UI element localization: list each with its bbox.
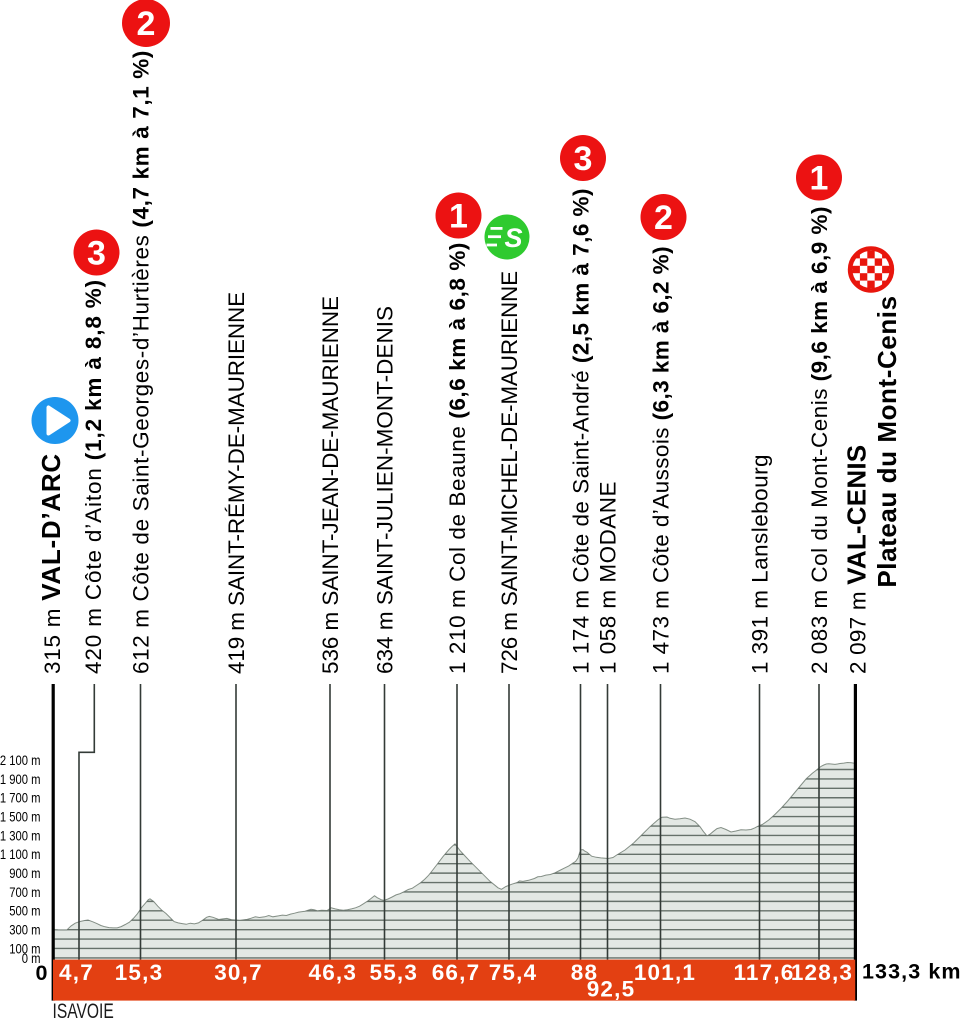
svg-text:2 083 m Col du Mont-Cenis (9,6: 2 083 m Col du Mont-Cenis (9,6 km à 6,9 …	[807, 206, 832, 674]
svg-text:133,3 km: 133,3 km	[862, 960, 960, 984]
svg-text:500 m: 500 m	[9, 904, 40, 919]
svg-text:46,3: 46,3	[309, 960, 358, 985]
svg-text:1 100 m: 1 100 m	[0, 847, 41, 862]
svg-text:2 100 m: 2 100 m	[0, 753, 41, 768]
svg-text:4,7: 4,7	[59, 960, 94, 985]
svg-text:315 m VAL-D’ARC: 315 m VAL-D’ARC	[36, 453, 66, 674]
svg-text:300 m: 300 m	[9, 923, 40, 938]
svg-text:2 097 m VAL-CENIS: 2 097 m VAL-CENIS	[842, 445, 872, 674]
svg-text:S: S	[504, 223, 522, 253]
svg-text:75,4: 75,4	[489, 960, 538, 985]
svg-text:1 500 m: 1 500 m	[0, 810, 41, 825]
svg-text:100 m: 100 m	[9, 941, 40, 956]
svg-text:419 m SAINT-RÉMY-DE-MAURIENNE: 419 m SAINT-RÉMY-DE-MAURIENNE	[224, 292, 249, 674]
svg-text:1 058 m MODANE: 1 058 m MODANE	[596, 481, 621, 674]
svg-text:1: 1	[449, 198, 468, 236]
svg-text:1 391 m Lanslebourg: 1 391 m Lanslebourg	[748, 454, 773, 674]
svg-text:2: 2	[137, 5, 156, 43]
svg-text:1 210 m Col de Beaune (6,6 km: 1 210 m Col de Beaune (6,6 km à 6,8 %)	[445, 242, 470, 674]
svg-text:700 m: 700 m	[9, 885, 40, 900]
svg-text:55,3: 55,3	[370, 960, 419, 985]
svg-text:420 m Côte d’Aiton (1,2 km à 8: 420 m Côte d’Aiton (1,2 km à 8,8 %)	[81, 279, 106, 674]
svg-text:30,7: 30,7	[214, 960, 263, 985]
svg-text:900 m: 900 m	[9, 866, 40, 881]
svg-text:66,7: 66,7	[432, 960, 481, 985]
svg-text:ISAVOIE: ISAVOIE	[53, 1000, 114, 1024]
svg-text:101,1: 101,1	[634, 960, 696, 985]
svg-text:92,5: 92,5	[587, 977, 636, 1002]
svg-text:3: 3	[574, 140, 593, 178]
svg-text:0 m: 0 m	[22, 951, 41, 966]
svg-text:726 m SAINT-MICHEL-DE-MAURIENN: 726 m SAINT-MICHEL-DE-MAURIENNE	[497, 271, 522, 674]
svg-text:612 m Côte de Saint-Georges-d’: 612 m Côte de Saint-Georges-d’Hurtières …	[129, 50, 154, 674]
svg-text:634 m SAINT-JULIEN-MONT-DENIS: 634 m SAINT-JULIEN-MONT-DENIS	[373, 306, 398, 674]
svg-text:1: 1	[810, 160, 829, 198]
svg-text:88: 88	[571, 960, 598, 985]
svg-text:1 473 m Côte d’Aussois (6,3 km: 1 473 m Côte d’Aussois (6,3 km à 6,2 %)	[649, 246, 674, 674]
svg-text:1 300 m: 1 300 m	[0, 828, 41, 843]
svg-text:15,3: 15,3	[115, 960, 164, 985]
svg-text:Plateau du Mont-Cenis: Plateau du Mont-Cenis	[872, 295, 902, 587]
svg-text:128,3: 128,3	[791, 960, 853, 985]
svg-text:1 700 m: 1 700 m	[0, 791, 41, 806]
svg-text:1 174 m Côte de Saint-André (2: 1 174 m Côte de Saint-André (2,5 km à 7,…	[569, 188, 594, 674]
svg-text:1 900 m: 1 900 m	[0, 772, 41, 787]
svg-text:0: 0	[35, 961, 48, 985]
svg-text:3: 3	[87, 235, 106, 273]
svg-text:536 m SAINT-JEAN-DE-MAURIENNE: 536 m SAINT-JEAN-DE-MAURIENNE	[318, 296, 343, 674]
svg-text:2: 2	[654, 199, 673, 237]
svg-text:117,6: 117,6	[733, 960, 794, 985]
